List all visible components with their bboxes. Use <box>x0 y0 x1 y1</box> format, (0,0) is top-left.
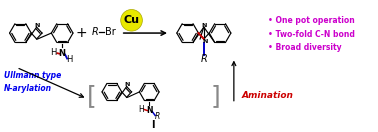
Text: • Two-fold C-N bond: • Two-fold C-N bond <box>268 30 355 39</box>
Text: I: I <box>152 120 155 130</box>
Text: N: N <box>146 106 152 115</box>
Text: R: R <box>200 54 207 64</box>
Text: R: R <box>92 27 99 37</box>
Text: N: N <box>124 82 129 87</box>
Text: • Broad diversity: • Broad diversity <box>268 43 342 52</box>
Text: R: R <box>155 112 160 121</box>
Text: • One pot operation: • One pot operation <box>268 16 355 25</box>
Text: H: H <box>50 48 57 57</box>
Text: N: N <box>202 39 208 44</box>
Text: Ullmann type
N-arylation: Ullmann type N-arylation <box>4 71 61 93</box>
Text: N: N <box>34 23 39 28</box>
Text: H: H <box>138 105 144 114</box>
Text: ]: ] <box>210 84 220 108</box>
Text: Cu: Cu <box>124 15 139 25</box>
Text: [: [ <box>87 84 97 108</box>
Text: +: + <box>76 26 87 40</box>
Circle shape <box>121 10 143 31</box>
Text: Br: Br <box>105 27 115 37</box>
Text: Amination: Amination <box>242 91 294 100</box>
Text: N: N <box>59 49 66 58</box>
Text: N: N <box>201 23 206 28</box>
Text: H: H <box>66 55 72 64</box>
